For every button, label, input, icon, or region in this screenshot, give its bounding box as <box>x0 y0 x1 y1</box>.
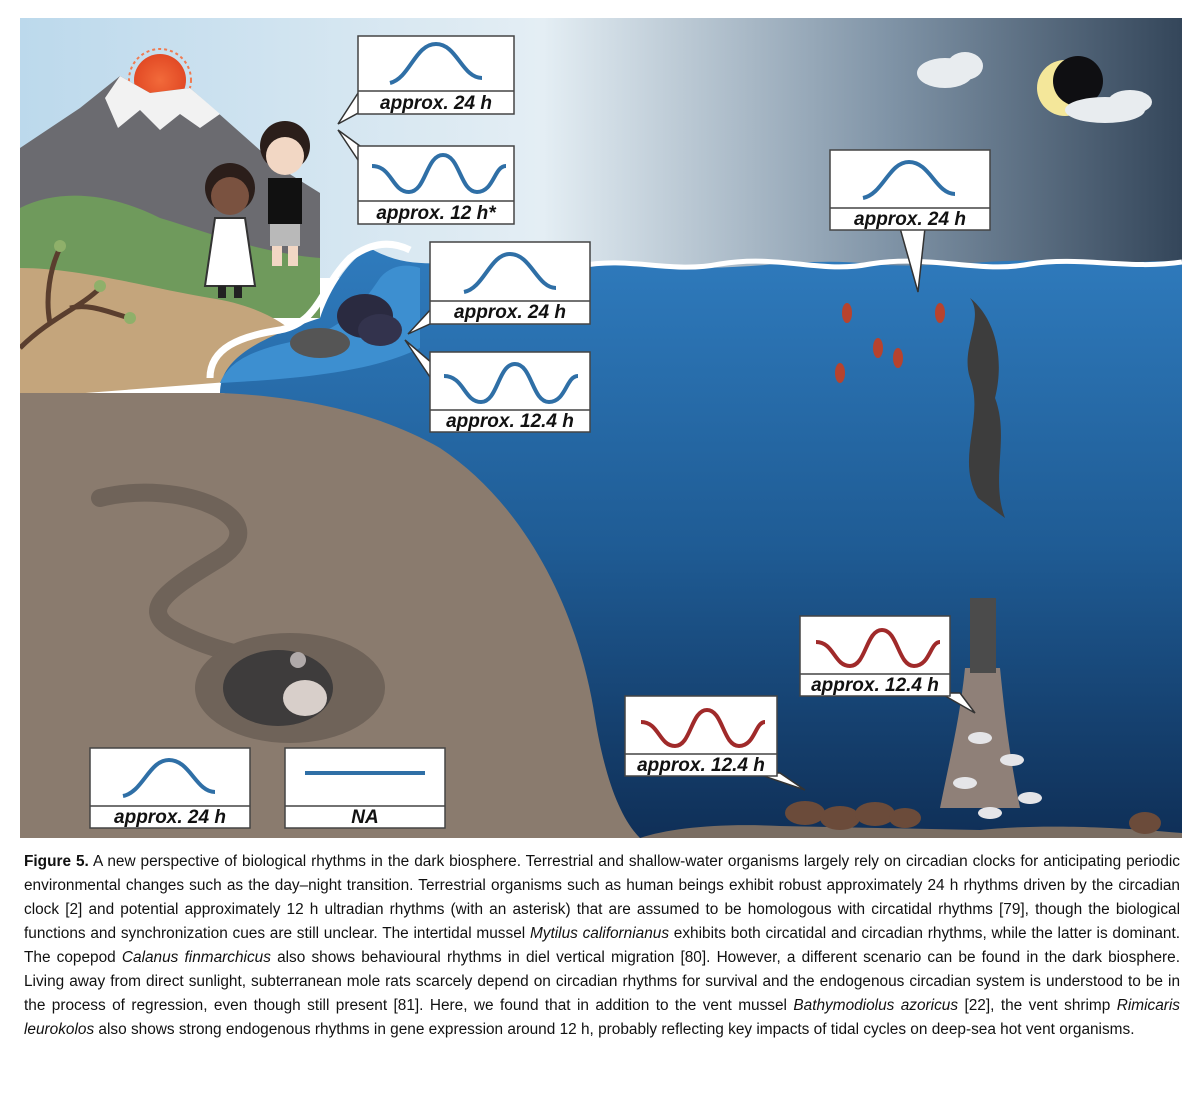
rhythm-label: approx. 12.4 h <box>637 755 765 776</box>
mussel-icon <box>290 294 402 358</box>
cloud-icon <box>1065 90 1152 123</box>
caption-text: also shows behavioural rhythms in diel v… <box>24 949 1180 1014</box>
wave-24h-icon <box>862 159 956 200</box>
callout-mole-rat-24h: approx. 24 h <box>89 747 251 829</box>
callout-vent-mussel-12-4h: approx. 12.4 h <box>624 695 806 791</box>
shore-foam <box>206 240 412 379</box>
rhythm-label: approx. 12.4 h <box>811 675 939 696</box>
caption-text: exhibits both circatidal and circadian r… <box>24 925 1180 966</box>
child-icon <box>203 163 257 298</box>
species-name: Bathymodiolus azoricus <box>793 997 959 1014</box>
rhythm-label: approx. 12 h* <box>376 203 497 224</box>
rhythm-label: approx. 24 h <box>454 302 566 323</box>
caption-text: also shows strong endogenous rhythms in … <box>94 1021 1135 1038</box>
wave-24h-icon <box>463 251 557 294</box>
wave-12-4h-icon <box>815 627 941 669</box>
callout-human-24h: approx. 24 h <box>337 35 515 125</box>
soil-seafloor <box>640 825 1182 838</box>
rhythm-label: NA <box>351 807 378 828</box>
callout-vent-shrimp-12-4h: approx. 12.4 h <box>799 615 976 714</box>
cloud-icon <box>917 52 983 88</box>
rhythm-label: approx. 24 h <box>114 807 226 828</box>
figure-caption: Figure 5. A new perspective of biologica… <box>24 850 1180 1042</box>
wave-24h-icon <box>122 757 216 798</box>
soil <box>20 393 640 838</box>
wave-12-4h-icon <box>640 707 766 749</box>
figure-label: Figure 5. <box>24 853 89 870</box>
callout-mole-rat-na: NA <box>284 747 446 829</box>
dark-biosphere-illustration: approx. 24 h approx. 12 h* approx. 24 h … <box>20 18 1182 838</box>
species-name: Calanus finmarchicus <box>121 949 271 966</box>
caption-text: A new perspective of biological rhythms … <box>24 853 1181 942</box>
wave-24h-icon <box>389 41 483 85</box>
shrimp-icon <box>953 732 1042 819</box>
wave-12-4h-icon <box>443 361 579 405</box>
callout-mussel-24h: approx. 24 h <box>407 241 591 335</box>
rhythm-label: approx. 12.4 h <box>446 411 574 432</box>
callout-human-12h: approx. 12 h* <box>337 129 515 225</box>
child-icon <box>260 121 310 266</box>
callout-copepod-24h: approx. 24 h <box>829 149 991 293</box>
mole-rat-icon <box>223 650 333 726</box>
rhythm-label: approx. 24 h <box>854 209 966 230</box>
wave-12h-icon <box>371 152 507 195</box>
ocean-surface <box>579 258 1182 270</box>
mussel-icon <box>785 801 1161 834</box>
tree-icon <box>20 240 136 350</box>
species-name: Mytilus californianus <box>529 925 670 942</box>
species-name: Rimicaris leurokolos <box>24 997 1180 1038</box>
rhythm-label: approx. 24 h <box>380 93 492 114</box>
caption-text: [22], the vent shrimp <box>958 997 1117 1014</box>
callout-mussel-12-4h: approx. 12.4 h <box>404 339 591 433</box>
